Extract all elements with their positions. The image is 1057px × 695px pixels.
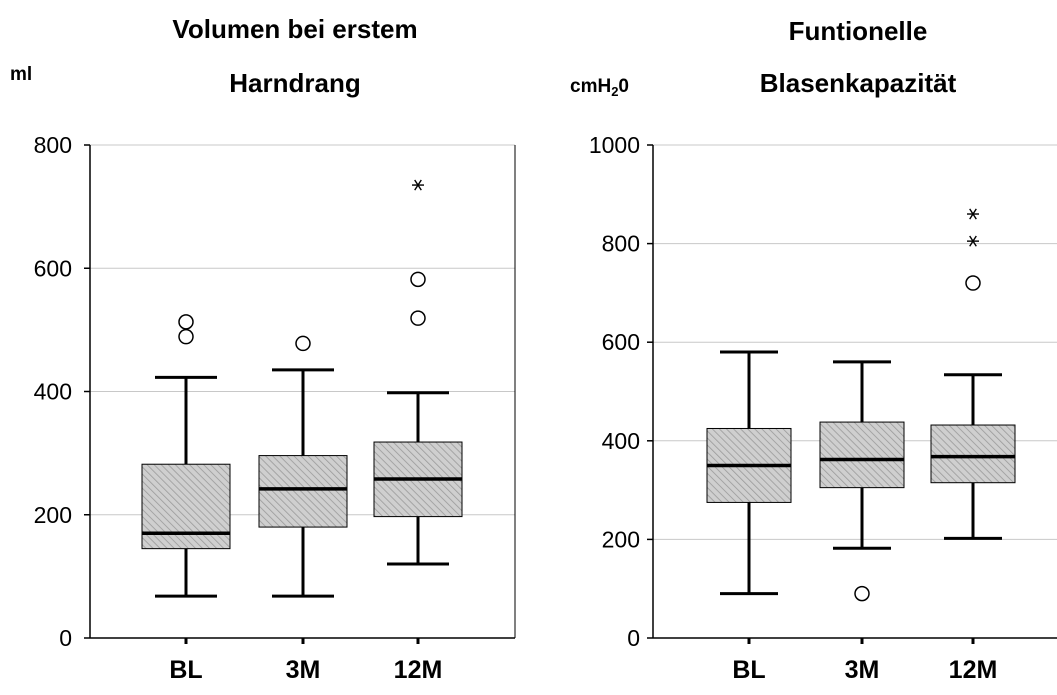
y-tick-label: 0 bbox=[627, 625, 640, 651]
y-tick-label: 800 bbox=[34, 132, 72, 158]
y-axis-unit-subscript: 2 bbox=[611, 84, 618, 99]
x-category-label: 12M bbox=[949, 656, 998, 684]
y-tick-label: 800 bbox=[602, 231, 640, 257]
y-tick-label: 400 bbox=[602, 428, 640, 454]
y-axis-unit: cmH20 bbox=[570, 76, 629, 99]
x-category-label: 12M bbox=[394, 656, 443, 684]
y-tick-label: 200 bbox=[34, 502, 72, 528]
box-bl bbox=[141, 314, 231, 598]
extreme-point bbox=[967, 235, 979, 247]
outlier-point bbox=[854, 585, 870, 602]
extreme-point bbox=[412, 179, 424, 191]
outlier-point bbox=[178, 328, 194, 345]
chart-panel-capacity: FuntionelleBlasenkapazitätcmH20020040060… bbox=[570, 16, 1057, 684]
box-iqr bbox=[930, 424, 1016, 484]
outlier-point bbox=[178, 314, 194, 330]
chart-title-line: Harndrang bbox=[229, 68, 360, 98]
box-iqr bbox=[141, 463, 231, 550]
outlier-point bbox=[410, 271, 426, 288]
y-tick-label: 200 bbox=[602, 526, 640, 552]
box-3m bbox=[819, 360, 905, 602]
x-category-label: 3M bbox=[286, 656, 321, 684]
outlier-point bbox=[295, 335, 311, 352]
y-tick-label: 0 bbox=[59, 625, 72, 651]
chart-panel-volume: Volumen bei erstem Harndrang ml 0 200 400 600 8… bbox=[10, 14, 516, 684]
outlier-point bbox=[410, 310, 426, 326]
y-tick-label: 400 bbox=[34, 379, 72, 405]
outlier-point bbox=[965, 275, 981, 291]
chart-title-line: Volumen bei erstem bbox=[172, 14, 417, 44]
y-tick-label: 1000 bbox=[589, 132, 640, 158]
box-12m bbox=[373, 179, 463, 566]
box-iqr bbox=[258, 455, 348, 528]
y-tick-label: 600 bbox=[34, 255, 72, 281]
box-12m bbox=[930, 208, 1016, 540]
chart-title-line: Blasenkapazität bbox=[760, 68, 957, 98]
y-tick-label: 600 bbox=[602, 329, 640, 355]
x-category-label: 3M bbox=[845, 656, 880, 684]
chart-title-line: Funtionelle bbox=[789, 16, 928, 46]
x-category-label: BL bbox=[169, 656, 202, 684]
extreme-point bbox=[967, 208, 979, 220]
x-category-label: BL bbox=[732, 656, 765, 684]
box-bl bbox=[706, 350, 792, 596]
box-iqr bbox=[819, 421, 905, 489]
y-axis-unit-tail: 0 bbox=[618, 76, 629, 97]
y-axis-unit: ml bbox=[10, 64, 32, 85]
box-3m bbox=[258, 335, 348, 598]
